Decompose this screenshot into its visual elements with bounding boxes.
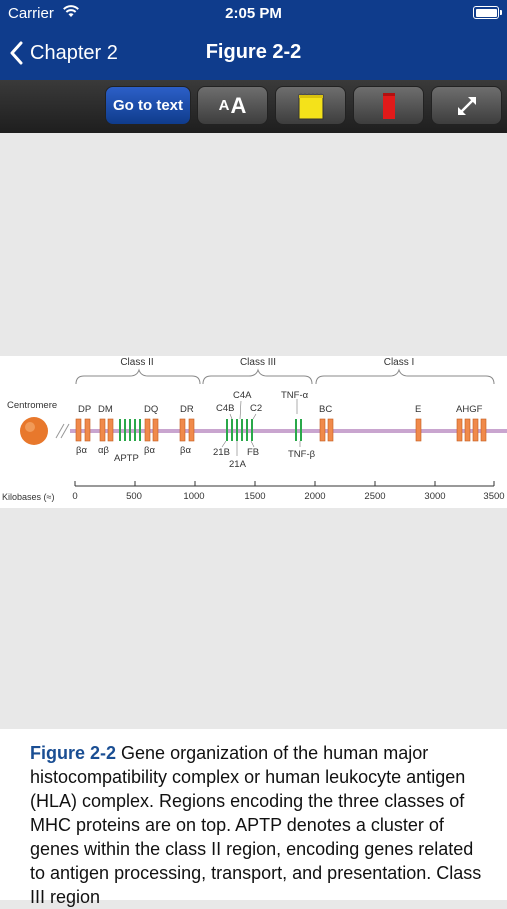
back-label: Chapter 2 bbox=[30, 41, 118, 64]
gene-f bbox=[480, 418, 487, 442]
gene-label-fb: FB bbox=[247, 447, 259, 458]
gene-label-dr-chains: βα bbox=[180, 445, 191, 456]
gene-label-tnf-alpha: TNF-α bbox=[281, 390, 309, 401]
gene-dp-beta bbox=[75, 418, 82, 442]
gene-tnf-beta bbox=[300, 419, 302, 441]
gene-label-21b: 21B bbox=[213, 447, 230, 458]
bookmark-icon bbox=[382, 92, 395, 119]
gene-label-dq: DQ bbox=[144, 404, 158, 415]
carrier-label: Carrier bbox=[8, 5, 54, 22]
class-iii-gene bbox=[231, 419, 233, 441]
gene-dq-beta bbox=[144, 418, 151, 442]
go-to-text-label: Go to text bbox=[113, 97, 183, 114]
class-ii-bracket bbox=[75, 368, 201, 385]
font-large-icon: A bbox=[230, 92, 247, 118]
class-iii-label: Class III bbox=[240, 357, 276, 368]
axis-tick-label: 500 bbox=[126, 491, 142, 502]
highlight-button[interactable] bbox=[275, 86, 346, 125]
class-i-bracket bbox=[315, 368, 495, 385]
status-bar: Carrier 2:05 PM bbox=[0, 0, 507, 26]
aptp-gene bbox=[139, 419, 141, 441]
class-iii-gene bbox=[251, 419, 253, 441]
gene-dm-alpha bbox=[99, 418, 106, 442]
gene-label-tnf-beta: TNF-β bbox=[288, 449, 316, 460]
gene-label-c4b: C4B bbox=[216, 403, 234, 414]
bookmark-button[interactable] bbox=[353, 86, 424, 125]
chevron-left-icon bbox=[10, 41, 23, 65]
gene-label-dm: DM bbox=[98, 404, 113, 415]
navigation-bar: Chapter 2 Figure 2-2 bbox=[0, 26, 507, 80]
aptp-gene bbox=[124, 419, 126, 441]
gene-dr-beta bbox=[179, 418, 186, 442]
clock: 2:05 PM bbox=[225, 5, 282, 22]
class-i-label: Class I bbox=[384, 357, 415, 368]
aptp-gene bbox=[119, 419, 121, 441]
font-small-icon: A bbox=[218, 97, 230, 114]
caption-figure-number: Figure 2-2 bbox=[30, 743, 117, 763]
gene-g bbox=[472, 418, 479, 442]
class-iii-gene bbox=[226, 419, 228, 441]
gene-label-c2: C2 bbox=[250, 403, 262, 414]
aptp-gene bbox=[134, 419, 136, 441]
axis-tick-label: 3500 bbox=[483, 491, 504, 502]
gene-dp-alpha bbox=[84, 418, 91, 442]
class-iii-bracket bbox=[202, 368, 313, 385]
gene-dm-beta bbox=[107, 418, 114, 442]
gene-label-dp-chains: βα bbox=[76, 445, 87, 456]
battery-icon bbox=[473, 6, 502, 19]
axis-tick-label: 0 bbox=[72, 491, 77, 502]
gene-h bbox=[464, 418, 471, 442]
chromosome-line bbox=[70, 429, 507, 433]
go-to-text-button[interactable]: Go to text bbox=[105, 86, 191, 125]
gene-label-c4a: C4A bbox=[233, 390, 252, 401]
gene-b bbox=[319, 418, 326, 442]
highlighter-icon bbox=[298, 92, 323, 119]
gene-label-dm-chains: αβ bbox=[98, 445, 109, 456]
figure-caption: Figure 2-2 Gene organization of the huma… bbox=[0, 729, 507, 907]
class-iii-gene bbox=[246, 419, 248, 441]
gene-a bbox=[456, 418, 463, 442]
gene-label-dq-chains: βα bbox=[144, 445, 155, 456]
gene-dr-alpha bbox=[188, 418, 195, 442]
gene-label-ahgf: AHGF bbox=[456, 404, 483, 415]
class-iii-gene bbox=[241, 419, 243, 441]
figure-viewer[interactable]: Class II Class III Class I Centromere DP… bbox=[0, 133, 507, 729]
gene-label-dr: DR bbox=[180, 404, 194, 415]
caption-text: Figure 2-2 Gene organization of the huma… bbox=[30, 741, 490, 909]
figure-image: Class II Class III Class I Centromere DP… bbox=[0, 356, 507, 508]
page-title: Figure 2-2 bbox=[205, 41, 302, 63]
aptp-gene bbox=[129, 419, 131, 441]
break-mark bbox=[55, 423, 70, 439]
axis-tick-label: 2000 bbox=[304, 491, 325, 502]
gene-label-aptp: APTP bbox=[114, 453, 139, 464]
class-ii-label: Class II bbox=[120, 357, 153, 368]
axis-tick-label: 1500 bbox=[244, 491, 265, 502]
caption-body: Gene organization of the human major his… bbox=[30, 743, 482, 907]
gene-dq-alpha bbox=[152, 418, 159, 442]
gene-tnf-alpha bbox=[295, 419, 297, 441]
gene-e bbox=[415, 418, 422, 442]
mhc-gene-map: Class II Class III Class I Centromere DP… bbox=[2, 357, 507, 502]
expand-icon bbox=[457, 96, 476, 115]
centromere-marker bbox=[20, 417, 48, 445]
gene-c bbox=[327, 418, 334, 442]
class-iii-gene bbox=[236, 419, 238, 441]
gene-label-21a: 21A bbox=[229, 459, 247, 470]
centromere-label: Centromere bbox=[7, 400, 57, 411]
fullscreen-button[interactable] bbox=[431, 86, 502, 125]
axis-tick-label: 2500 bbox=[364, 491, 385, 502]
axis-tick-label: 1000 bbox=[183, 491, 204, 502]
gene-label-e: E bbox=[415, 404, 421, 415]
axis-label: Kilobases (≈) bbox=[2, 492, 54, 502]
wifi-icon bbox=[63, 5, 79, 17]
gene-label-dp: DP bbox=[78, 404, 91, 415]
axis-tick-label: 3000 bbox=[424, 491, 445, 502]
back-button[interactable]: Chapter 2 bbox=[10, 38, 118, 68]
gene-label-bc: BC bbox=[319, 404, 332, 415]
